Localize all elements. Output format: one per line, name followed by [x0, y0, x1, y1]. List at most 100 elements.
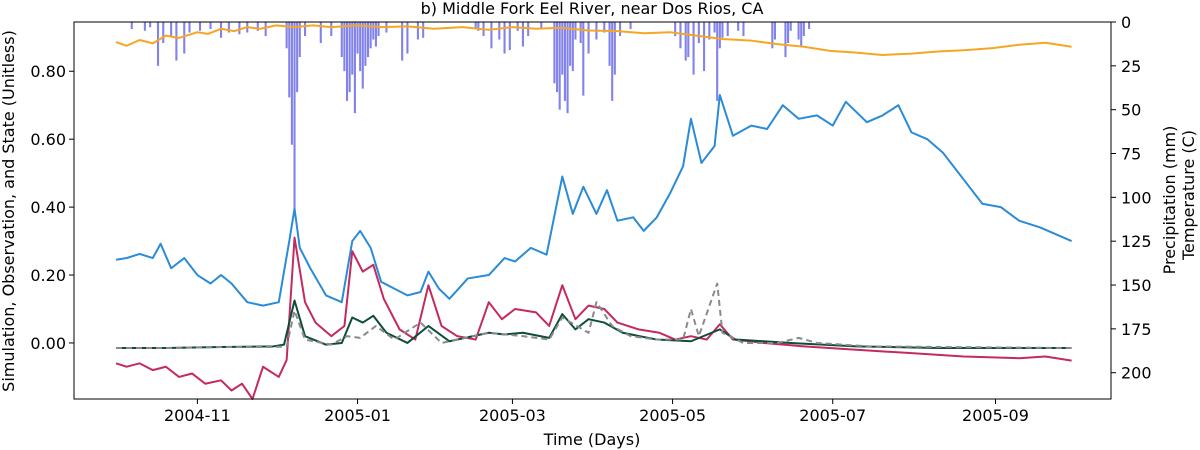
- y-right-tick-label-3: 75: [1121, 145, 1141, 164]
- chart-title: b) Middle Fork Eel River, near Dos Rios,…: [421, 0, 764, 18]
- series-lines: [115, 24, 1073, 400]
- y-right-tick-label-7: 175: [1121, 320, 1152, 339]
- precip-bar-18: [288, 22, 291, 98]
- precip-bar-62: [566, 22, 569, 114]
- precip-bar-63: [569, 22, 572, 66]
- x-tick-label-0: 2004-11: [164, 406, 231, 425]
- precip-bar-47: [477, 22, 480, 31]
- y-axis-right-title-temperature: Temperature (C): [1179, 130, 1198, 261]
- precip-bar-15: [256, 22, 259, 31]
- y-tick-label-2: 0.40: [30, 198, 66, 217]
- precip-bar-24: [319, 22, 322, 44]
- precip-bar-26: [340, 22, 343, 58]
- x-axis: 2004-11 2005-01 2005-03 2005-05 2005-07 2005-…: [164, 399, 1029, 425]
- precip-bar-36: [366, 22, 370, 58]
- precip-bar-2: [149, 22, 152, 28]
- precip-bar-53: [516, 22, 519, 31]
- precip-bar-9: [198, 22, 202, 31]
- precip-bar-31: [353, 22, 356, 114]
- precip-bar-74: [619, 22, 622, 37]
- precip-bar-21: [296, 22, 299, 93]
- precip-bar-19: [290, 22, 293, 145]
- precip-bar-34: [361, 22, 364, 89]
- precip-bar-71: [608, 22, 611, 66]
- precip-bar-29: [348, 22, 351, 93]
- precipitation-bars: [130, 22, 811, 215]
- precip-bar-93: [784, 22, 787, 58]
- precip-bar-45: [422, 22, 425, 38]
- precip-bar-95: [789, 22, 792, 31]
- precip-bar-84: [713, 22, 716, 33]
- series-line-1: [115, 94, 1073, 307]
- precip-bar-75: [629, 22, 632, 30]
- y-right-tick-label-5: 125: [1121, 232, 1152, 251]
- precip-bar-70: [603, 22, 606, 33]
- precip-bar-25: [330, 22, 333, 37]
- precip-bar-10: [209, 22, 212, 30]
- x-axis-title: Time (Days): [543, 430, 641, 449]
- x-tick-label-3: 2005-05: [639, 406, 706, 425]
- precip-bar-66: [579, 22, 582, 44]
- precip-bar-37: [369, 22, 372, 49]
- precip-bar-86: [718, 22, 721, 49]
- series-line-4: [116, 282, 1072, 350]
- precip-bar-46: [474, 22, 477, 30]
- y-axis-left-title: Simulation, Observation, and State (Unit…: [0, 30, 18, 392]
- precip-bar-33: [359, 22, 362, 72]
- y-right-tick-label-8: 200: [1121, 364, 1152, 383]
- y-tick-label-1: 0.20: [30, 266, 66, 285]
- x-tick-label-2: 2005-03: [479, 406, 546, 425]
- y-tick-label-3: 0.60: [30, 130, 66, 149]
- precip-bar-73: [613, 22, 616, 75]
- y-tick-label-0: 0.00: [30, 334, 66, 353]
- precip-bar-98: [802, 22, 805, 37]
- precip-bar-87: [721, 22, 724, 38]
- precip-bar-49: [490, 22, 493, 49]
- precip-bar-97: [800, 22, 803, 47]
- precip-bar-22: [298, 22, 301, 58]
- precip-bar-77: [679, 22, 682, 49]
- precip-bar-60: [561, 22, 564, 75]
- y-axis-right-title-precipitation: Precipitation (mm): [1160, 126, 1179, 275]
- precip-bar-35: [364, 22, 367, 66]
- y-right-tick-label-4: 100: [1121, 188, 1152, 207]
- precip-bar-38: [372, 22, 375, 40]
- x-tick-label-4: 2005-07: [799, 406, 866, 425]
- precip-bar-83: [708, 22, 711, 40]
- precip-bar-64: [571, 22, 574, 72]
- precip-bar-51: [503, 22, 506, 54]
- precip-bar-72: [611, 22, 614, 101]
- x-tick-label-1: 2005-01: [324, 406, 391, 425]
- precip-bar-68: [587, 22, 590, 54]
- precip-bar-58: [556, 22, 559, 93]
- precip-bar-92: [773, 22, 777, 40]
- precip-bar-57: [553, 22, 556, 84]
- precip-bar-0: [130, 22, 133, 30]
- precip-bar-20: [293, 22, 296, 215]
- precip-bar-59: [558, 22, 561, 110]
- precip-bar-78: [684, 22, 687, 61]
- precip-bar-39: [374, 22, 377, 47]
- precip-bar-89: [737, 22, 740, 31]
- precip-bar-54: [521, 22, 524, 47]
- precip-bar-99: [808, 22, 811, 30]
- precip-bar-30: [351, 22, 354, 75]
- precip-bar-44: [416, 22, 419, 40]
- precip-bar-4: [162, 22, 165, 44]
- precip-bar-42: [401, 22, 404, 61]
- precip-bar-82: [703, 22, 706, 72]
- precip-bar-50: [498, 22, 501, 40]
- precip-bar-28: [345, 22, 349, 101]
- y-right-tick-label-1: 25: [1121, 57, 1141, 76]
- precip-bar-16: [264, 22, 267, 37]
- precip-bar-40: [377, 22, 380, 37]
- precip-bar-43: [406, 22, 409, 54]
- precip-bar-76: [674, 22, 677, 37]
- y-right-tick-label-0: 0: [1121, 13, 1131, 32]
- precip-bar-90: [742, 22, 745, 37]
- x-tick-label-5: 2005-09: [962, 406, 1029, 425]
- precip-bar-61: [563, 22, 566, 101]
- precip-bar-79: [687, 22, 690, 58]
- precip-bar-32: [356, 22, 359, 54]
